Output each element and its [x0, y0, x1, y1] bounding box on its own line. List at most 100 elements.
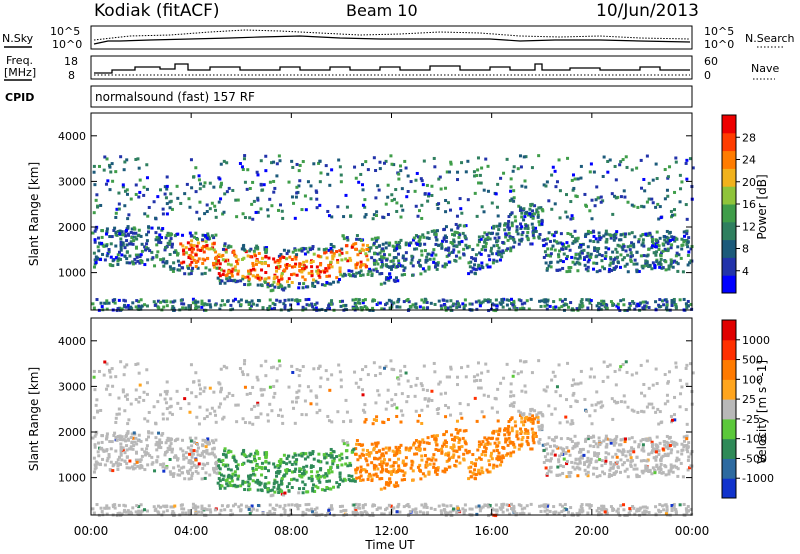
power-cell	[92, 164, 96, 168]
velocity-cell	[647, 452, 651, 456]
velocity-cell	[345, 441, 349, 445]
power-cell	[687, 250, 691, 254]
velocity-cell	[217, 477, 221, 481]
power-cell	[131, 301, 135, 305]
power-cell	[395, 305, 399, 309]
power-cell	[686, 263, 690, 267]
power-cell	[552, 239, 556, 243]
power-cell	[601, 174, 605, 178]
power-cell	[307, 303, 311, 307]
power-cell	[251, 267, 255, 271]
velocity-cell	[576, 441, 580, 445]
power-cell	[562, 252, 566, 256]
velocity-cell	[416, 419, 420, 423]
velocity-cell	[203, 476, 207, 480]
velocity-cell	[212, 390, 216, 394]
velocity-cell	[574, 458, 578, 462]
power-cell	[509, 249, 513, 253]
velocity-cell	[246, 373, 250, 377]
velocity-cell	[565, 475, 569, 479]
nsearch-trace	[93, 29, 691, 41]
velocity-cell	[596, 445, 600, 449]
velocity-cell	[155, 460, 159, 464]
velocity-cell	[597, 511, 601, 515]
velocity-cell	[509, 390, 513, 394]
velocity-cell	[326, 512, 330, 516]
velocity-cell	[680, 442, 684, 446]
velocity-cell	[285, 468, 289, 472]
power-cell	[191, 247, 195, 251]
velocity-cell	[230, 474, 234, 478]
power-cell	[119, 246, 123, 250]
power-cell	[686, 245, 690, 249]
power-cell	[571, 241, 575, 245]
power-cell	[194, 302, 198, 306]
power-cell	[247, 302, 251, 306]
power-cell	[655, 230, 659, 234]
velocity-cell	[194, 458, 198, 462]
power-cell	[603, 267, 607, 271]
power-cell	[660, 251, 664, 255]
power-cell	[404, 241, 408, 245]
velocity-cell	[291, 370, 295, 374]
power-cell	[145, 163, 149, 167]
velocity-cell	[446, 406, 450, 410]
velocity-cell	[107, 455, 111, 459]
power-cell	[629, 244, 633, 248]
power-cell	[194, 306, 198, 310]
velocity-cell	[279, 479, 283, 483]
power-cell	[658, 298, 662, 302]
velocity-cell	[609, 439, 613, 443]
power-cell	[531, 226, 535, 230]
velocity-cell	[454, 459, 458, 463]
velocity-cell	[395, 414, 399, 418]
velocity-cell	[512, 394, 516, 398]
velocity-cell	[406, 379, 410, 383]
velocity-cell	[385, 506, 389, 510]
power-cell	[432, 260, 436, 264]
power-cell	[492, 224, 496, 228]
power-cell	[145, 176, 149, 180]
velocity-cell	[512, 450, 516, 454]
velocity-cell	[170, 412, 174, 416]
power-cell	[574, 237, 578, 241]
velocity-cell	[686, 509, 690, 513]
velocity-cell	[571, 421, 575, 425]
power-cell	[576, 236, 580, 240]
power-cell	[111, 259, 115, 263]
velocity-cell	[426, 436, 430, 440]
power-cell	[192, 235, 196, 239]
velocity-cell	[436, 412, 440, 416]
power-cell	[447, 246, 451, 250]
velocity-cell	[666, 399, 670, 403]
velocity-cell	[267, 511, 271, 515]
power-cell	[129, 242, 133, 246]
velocity-cell	[410, 459, 414, 463]
power-cell	[513, 215, 517, 219]
velocity-cell	[251, 469, 255, 473]
velocity-cell	[198, 387, 202, 391]
velocity-cell	[496, 444, 500, 448]
power-cell	[569, 232, 573, 236]
power-cell	[506, 247, 510, 251]
velocity-cell	[236, 403, 240, 407]
velocity-cell	[377, 449, 381, 453]
power-cell	[190, 260, 194, 264]
power-cell	[126, 304, 130, 308]
velocity-cell	[276, 464, 280, 468]
power-cell	[213, 265, 217, 269]
power-cell	[512, 237, 516, 241]
power-cell	[375, 245, 379, 249]
velocity-cell	[558, 421, 562, 425]
velocity-cell	[229, 468, 233, 472]
power-cell	[567, 269, 571, 273]
power-cell	[137, 304, 141, 308]
power-cell	[576, 257, 580, 261]
power-cell	[143, 263, 147, 267]
power-cell	[293, 216, 297, 220]
velocity-cell	[598, 474, 602, 478]
power-cell	[196, 248, 200, 252]
velocity-cell	[418, 468, 422, 472]
velocity-cell	[673, 413, 677, 417]
power-cell	[142, 193, 146, 197]
